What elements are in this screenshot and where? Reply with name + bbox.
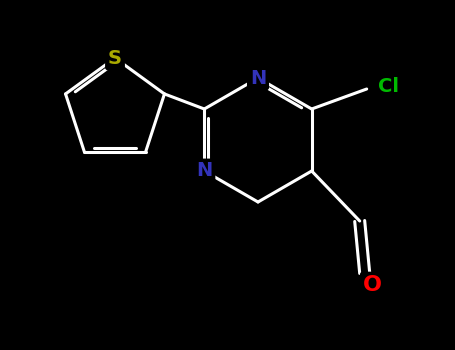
Text: N: N xyxy=(250,69,266,88)
Text: Cl: Cl xyxy=(378,77,399,96)
Text: O: O xyxy=(363,275,382,295)
Text: S: S xyxy=(108,49,122,68)
Text: N: N xyxy=(196,161,212,181)
